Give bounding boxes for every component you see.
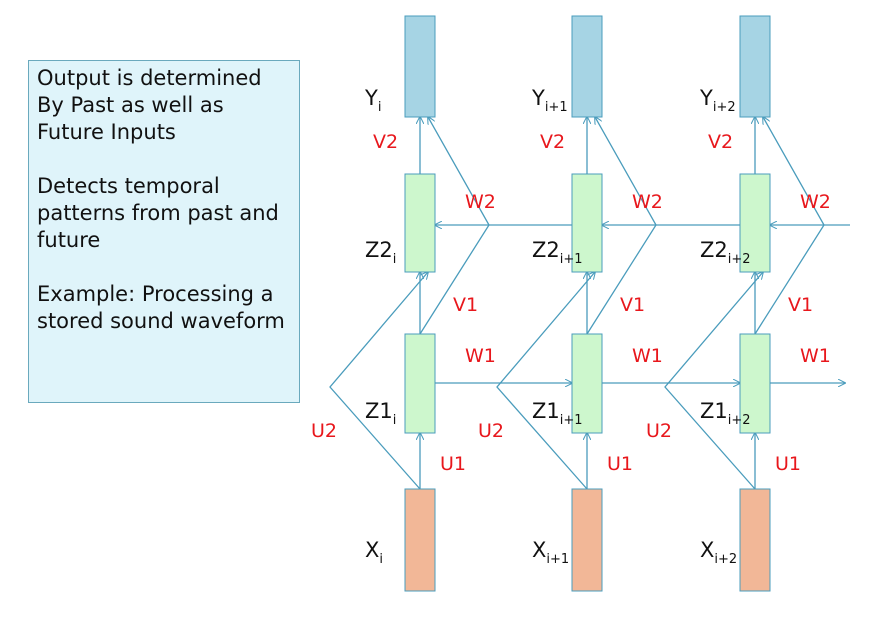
weight-v2-1: V2 [540,131,565,153]
weight-v1-2: V1 [788,294,813,316]
z2-label-2-subscript: i+2 [728,252,751,267]
backward-hidden-node-0 [404,173,436,273]
z1-label-2-base: Z1 [700,399,728,423]
output-label-1-base: Y [531,86,545,110]
u2-arrow-1 [496,272,595,490]
note-line-3: Example: Processing a stored sound wavef… [37,282,285,333]
z2-label-0-base: Z2 [365,238,393,262]
output-node-0 [404,15,436,118]
backward-hidden-node-1 [571,173,603,273]
forward-hidden-node-0 [404,333,436,434]
output-label-2-base: Y [699,86,713,110]
z1-label-2-subscript: i+2 [728,413,751,428]
weight-w1-1: W1 [632,345,663,367]
z2-label-1-base: Z2 [532,238,560,262]
weight-w1-0: W1 [465,345,496,367]
weight-v1-0: V1 [453,294,478,316]
input-label-0-base: X [365,538,379,562]
input-label-1: Xi+1 [532,538,569,567]
output-label-2: Yi+2 [699,86,736,115]
z1-label-0: Z1i [365,399,396,428]
z2-label-2-base: Z2 [700,238,728,262]
backward-hidden-node-2 [739,173,771,273]
note-line-1: Output is determined By Past as well as … [37,66,262,144]
z1-label-0-subscript: i [393,413,397,428]
input-label-0: Xi [365,538,383,567]
z2-label-1-subscript: i+1 [560,252,583,267]
u2-arrow-2 [664,272,763,490]
note-line-2: Detects temporal patterns from past and … [37,174,279,252]
output-label-2-subscript: i+2 [713,100,736,115]
description-note: Output is determined By Past as well as … [28,60,300,403]
input-label-0-subscript: i [379,552,383,567]
input-label-1-subscript: i+1 [546,552,569,567]
output-label-1-subscript: i+1 [545,100,568,115]
weight-w1-2: W1 [800,345,831,367]
z1-label-0-base: Z1 [365,399,393,423]
labels: YiZ2iZ1iXiV2V1U1U2W2W1Yi+1Z2i+1Z1i+1Xi+1… [311,86,831,567]
output-label-1: Yi+1 [531,86,568,115]
input-label-2-subscript: i+2 [714,552,737,567]
output-label-0-subscript: i [378,100,382,115]
weight-u2-1: U2 [478,420,504,442]
nodes [404,15,771,592]
weight-v2-0: V2 [373,131,398,153]
z2-label-1: Z2i+1 [532,238,583,267]
output-label-0-base: Y [364,86,378,110]
input-node-1 [571,488,603,592]
input-node-2 [739,488,771,592]
weight-w2-0: W2 [465,191,496,213]
connections [329,117,850,490]
weight-v2-2: V2 [708,131,733,153]
output-node-1 [571,15,603,118]
input-label-1-base: X [532,538,546,562]
weight-u1-1: U1 [607,453,633,475]
z2-label-0: Z2i [365,238,396,267]
weight-u1-0: U1 [440,453,466,475]
weight-w2-2: W2 [800,191,831,213]
z1-label-2: Z1i+2 [700,399,751,428]
input-node-0 [404,488,436,592]
input-label-2: Xi+2 [700,538,737,567]
weight-v1-1: V1 [620,294,645,316]
output-label-0: Yi [364,86,381,115]
z1-label-1-subscript: i+1 [560,413,583,428]
weight-u2-2: U2 [646,420,672,442]
z2-label-0-subscript: i [393,252,397,267]
output-node-2 [739,15,771,118]
input-label-2-base: X [700,538,714,562]
forward-hidden-node-1 [571,333,603,434]
weight-u1-2: U1 [775,453,801,475]
weight-w2-1: W2 [632,191,663,213]
forward-hidden-node-2 [739,333,771,434]
z1-label-1: Z1i+1 [532,399,583,428]
z2-label-2: Z2i+2 [700,238,751,267]
weight-u2-0: U2 [311,420,337,442]
z1-label-1-base: Z1 [532,399,560,423]
u2-arrow-0 [329,272,428,490]
